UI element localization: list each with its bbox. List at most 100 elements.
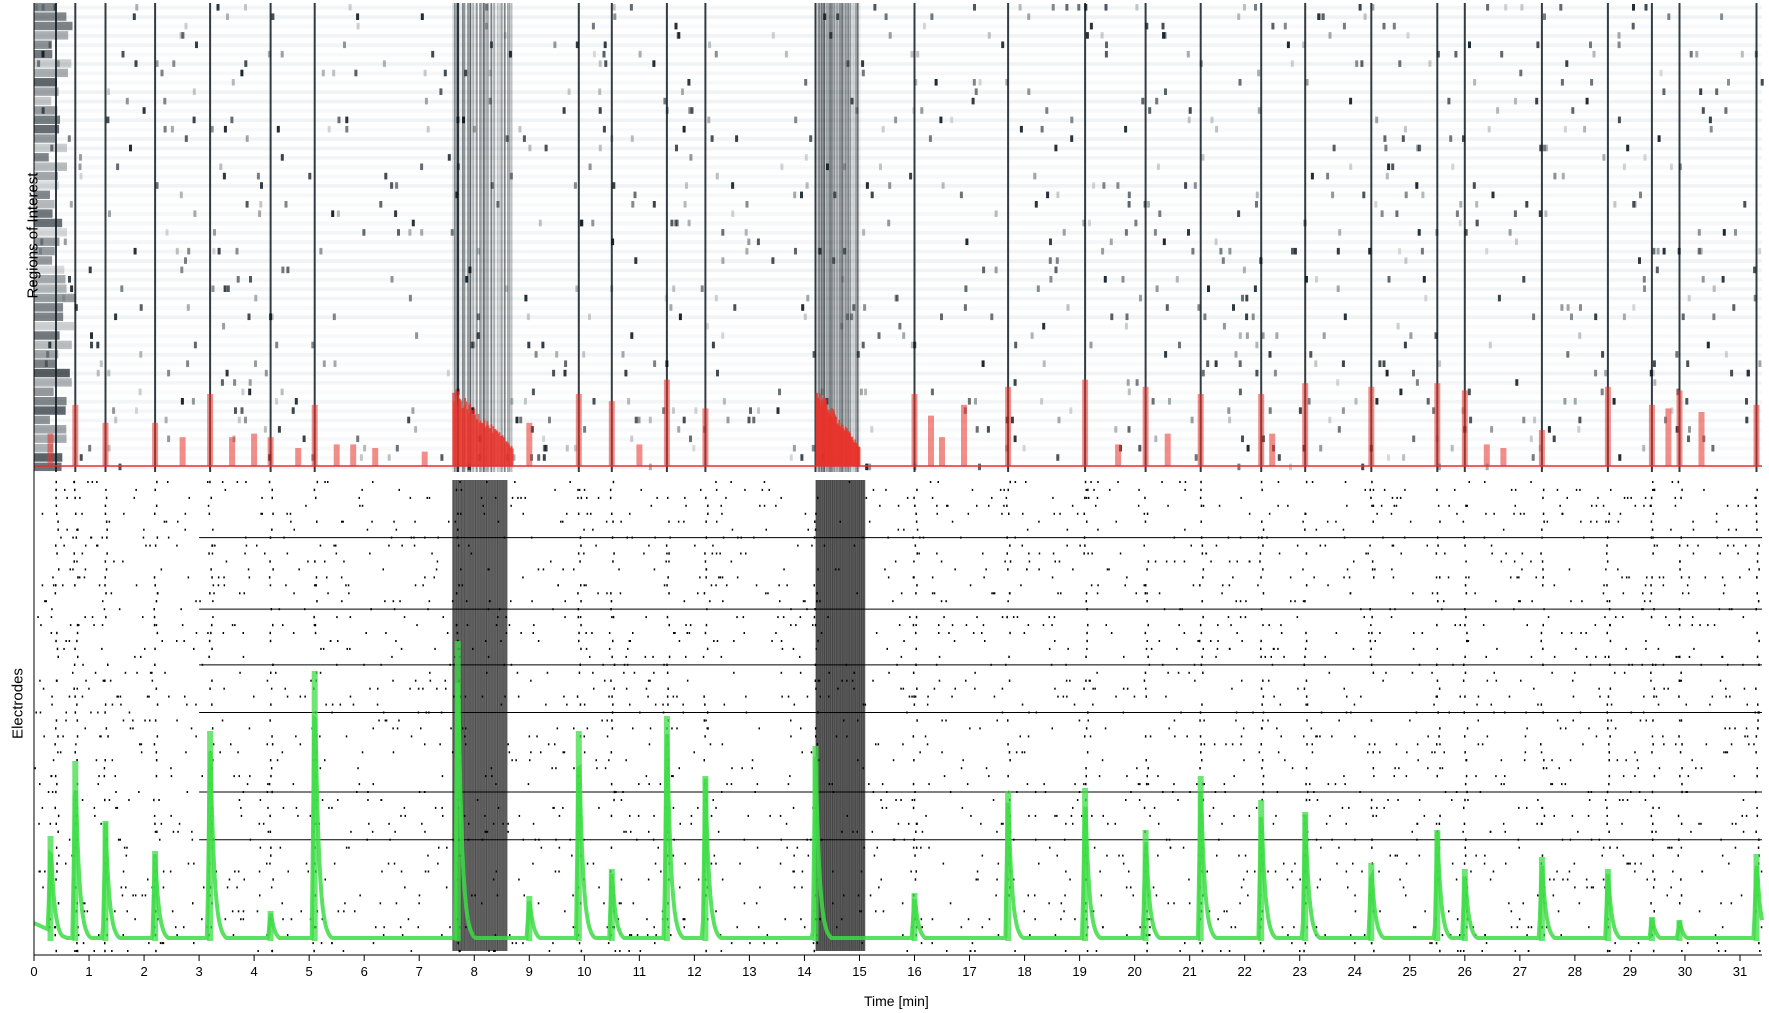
spike bbox=[418, 791, 421, 793]
spike bbox=[1623, 496, 1626, 499]
spike bbox=[1161, 481, 1163, 483]
heatmap-row bbox=[34, 334, 1762, 338]
spike bbox=[1579, 488, 1581, 491]
heatmap-cell bbox=[1659, 69, 1663, 77]
spike bbox=[1389, 608, 1391, 611]
spike bbox=[586, 512, 589, 515]
heatmap-cell bbox=[240, 69, 244, 77]
spike bbox=[678, 767, 680, 770]
dense-burst-column bbox=[861, 480, 863, 951]
burst-spike bbox=[1465, 592, 1468, 595]
heatmap-cell bbox=[1255, 201, 1258, 208]
heatmap-cell bbox=[1566, 304, 1570, 311]
spike bbox=[1699, 624, 1701, 627]
burst-spike bbox=[580, 544, 582, 547]
overlay-bar bbox=[102, 422, 109, 466]
burst-spike bbox=[56, 647, 59, 651]
spike bbox=[1535, 576, 1537, 579]
heatmap-cell bbox=[129, 144, 132, 152]
burst-line bbox=[814, 3, 817, 472]
spike bbox=[1731, 822, 1734, 825]
heatmap-cell bbox=[465, 276, 469, 283]
spike bbox=[1537, 894, 1539, 897]
spike bbox=[1523, 512, 1525, 515]
heatmap-cell bbox=[184, 257, 187, 264]
burst-spike bbox=[76, 735, 79, 738]
dense-burst-stripe bbox=[479, 3, 481, 472]
burst-spike bbox=[1681, 767, 1683, 770]
spike bbox=[34, 767, 36, 770]
heatmap-cell bbox=[1529, 435, 1533, 443]
spike bbox=[782, 616, 785, 619]
burst-spike bbox=[1439, 576, 1441, 579]
heatmap-cell bbox=[408, 294, 412, 302]
spike bbox=[38, 822, 40, 825]
heatmap-row bbox=[34, 184, 1762, 188]
spike bbox=[236, 886, 238, 889]
spike bbox=[193, 862, 195, 865]
spike bbox=[266, 743, 268, 746]
heatmap-cell bbox=[1631, 22, 1635, 30]
burst-spike bbox=[56, 862, 58, 865]
burst-spike bbox=[610, 600, 613, 603]
spike bbox=[715, 552, 718, 555]
heatmap-cell bbox=[884, 13, 888, 20]
heatmap-cell bbox=[731, 210, 735, 217]
heatmap-cell bbox=[544, 444, 548, 452]
spike bbox=[1364, 488, 1366, 491]
spike bbox=[537, 640, 540, 642]
spike bbox=[1270, 655, 1272, 658]
spike bbox=[1669, 846, 1671, 849]
burst-spike bbox=[1437, 544, 1439, 547]
burst-spike bbox=[1260, 655, 1262, 659]
burst-spike bbox=[1371, 615, 1373, 619]
heatmap-row bbox=[34, 90, 1762, 94]
spike bbox=[300, 910, 302, 913]
heatmap-cell bbox=[784, 50, 788, 58]
spike bbox=[721, 791, 723, 793]
heatmap-cell bbox=[443, 69, 447, 77]
spike bbox=[629, 814, 631, 817]
dense-burst-stripe bbox=[842, 3, 844, 472]
heatmap-cell bbox=[1573, 398, 1577, 405]
spike bbox=[868, 520, 871, 523]
heatmap-cell bbox=[1712, 313, 1716, 321]
spike bbox=[1668, 624, 1670, 627]
spike bbox=[1267, 719, 1269, 722]
spike bbox=[1154, 560, 1157, 563]
spike bbox=[223, 687, 225, 690]
trace-peak bbox=[1142, 830, 1149, 941]
heatmap-cell bbox=[573, 444, 577, 452]
dense-burst-stripe bbox=[823, 3, 825, 472]
spike bbox=[804, 600, 806, 603]
heatmap-cell bbox=[965, 238, 969, 246]
spike bbox=[429, 671, 431, 674]
heatmap-cell bbox=[275, 341, 279, 349]
spike bbox=[1311, 743, 1313, 746]
burst-spike bbox=[270, 774, 272, 778]
spike bbox=[1662, 735, 1664, 738]
heatmap-cell bbox=[1242, 266, 1246, 274]
spike bbox=[442, 814, 444, 817]
burst-spike bbox=[1464, 584, 1467, 587]
spike bbox=[775, 504, 777, 507]
spike bbox=[898, 624, 901, 627]
dense-burst-stripe bbox=[485, 3, 487, 472]
heatmap-cell bbox=[1515, 379, 1519, 386]
spike bbox=[583, 584, 585, 587]
burst-spike bbox=[104, 504, 107, 507]
spike bbox=[758, 926, 760, 929]
spike bbox=[409, 687, 411, 690]
dense-burst-column bbox=[487, 480, 489, 951]
heatmap-cell bbox=[888, 32, 892, 39]
heatmap-cell bbox=[602, 125, 606, 133]
heatmap-row bbox=[34, 71, 1762, 76]
burst-spike bbox=[611, 512, 613, 515]
spike bbox=[1227, 616, 1230, 619]
heatmap-cell bbox=[1237, 13, 1241, 20]
spike bbox=[611, 616, 613, 619]
spike bbox=[654, 942, 656, 945]
spike bbox=[1341, 806, 1344, 809]
spike bbox=[151, 671, 153, 674]
burst-spike bbox=[1084, 544, 1086, 547]
